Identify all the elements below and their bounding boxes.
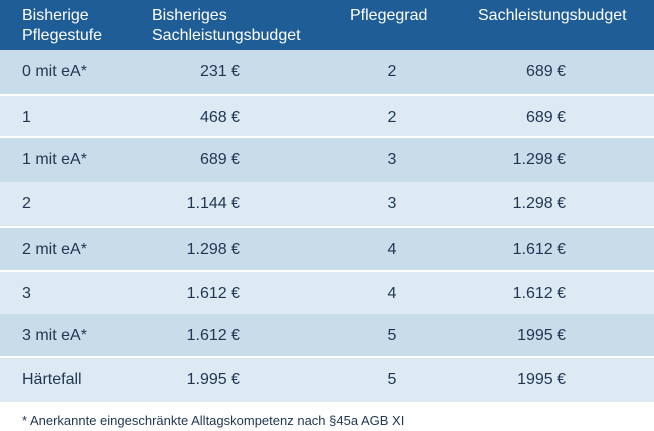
cell-pflegestufe: 1 — [22, 109, 31, 126]
cell-budget-neu: 1.612 € — [512, 285, 566, 302]
cell-pflegestufe: 1 mit eA* — [22, 151, 87, 168]
header-pflegegrad: Pflegegrad — [350, 7, 428, 24]
cell-pflegestufe: 2 — [22, 195, 31, 212]
footnote: * Anerkannte eingeschränkte Alltagskompe… — [22, 413, 405, 428]
cell-pflegestufe: Härtefall — [22, 371, 82, 388]
cell-budget-neu: 689 € — [525, 63, 566, 80]
table-row: 1 mit eA* 689 € 3 1.298 € — [0, 138, 654, 182]
row-divider — [0, 270, 654, 272]
cell-pflegestufe: 3 mit eA* — [22, 327, 87, 344]
cell-budget-alt: 1.612 € — [186, 327, 240, 344]
table-row: 3 mit eA* 1.612 € 5 1995 € — [0, 314, 654, 358]
table-row: Härtefall 1.995 € 5 1995 € — [0, 358, 654, 402]
row-divider — [0, 356, 654, 358]
cell-budget-neu: 1.612 € — [512, 241, 566, 258]
table-row: 1 468 € 2 689 € — [0, 96, 654, 140]
cell-budget-neu: 1995 € — [517, 327, 566, 344]
cell-budget-alt: 1.298 € — [186, 241, 240, 258]
row-divider — [0, 226, 654, 228]
cell-pflegegrad: 5 — [387, 371, 397, 388]
cell-budget-neu: 1995 € — [517, 371, 566, 388]
table-row: 3 1.612 € 4 1.612 € — [0, 272, 654, 316]
cell-pflegestufe: 0 mit eA* — [22, 63, 87, 80]
table-row: 2 1.144 € 3 1.298 € — [0, 182, 654, 226]
header-sachleistungsbudget: Sachleistungsbudget — [478, 7, 627, 24]
cell-budget-alt: 689 € — [199, 151, 240, 168]
cell-budget-alt: 1.612 € — [186, 285, 240, 302]
cell-budget-neu: 1.298 € — [512, 195, 566, 212]
table-header: Bisherige Pflegestufe Bisheriges Sachlei… — [0, 0, 654, 50]
cell-budget-alt: 1.995 € — [186, 371, 240, 388]
cell-budget-neu: 689 € — [525, 109, 566, 126]
cell-pflegegrad: 4 — [387, 285, 397, 302]
cell-budget-alt: 231 € — [199, 63, 240, 80]
cell-pflegegrad: 4 — [387, 241, 397, 258]
row-divider — [0, 94, 654, 96]
table-row: 0 mit eA* 231 € 2 689 € — [0, 50, 654, 94]
table-row: 2 mit eA* 1.298 € 4 1.612 € — [0, 228, 654, 272]
cell-pflegestufe: 2 mit eA* — [22, 241, 87, 258]
cell-pflegestufe: 3 — [22, 285, 31, 302]
cell-pflegegrad: 3 — [387, 151, 397, 168]
cell-budget-alt: 1.144 € — [186, 195, 240, 212]
cell-pflegegrad: 5 — [387, 327, 397, 344]
cell-pflegegrad: 2 — [387, 109, 397, 126]
cell-budget-neu: 1.298 € — [512, 151, 566, 168]
header-bisheriges-sachleistungsbudget: Bisheriges Sachleistungsbudget — [152, 7, 301, 44]
cell-pflegegrad: 2 — [387, 63, 397, 80]
header-bisherige-pflegestufe: Bisherige Pflegestufe — [22, 7, 103, 44]
cell-budget-alt: 468 € — [199, 109, 240, 126]
row-divider — [0, 136, 654, 138]
cell-pflegegrad: 3 — [387, 195, 397, 212]
